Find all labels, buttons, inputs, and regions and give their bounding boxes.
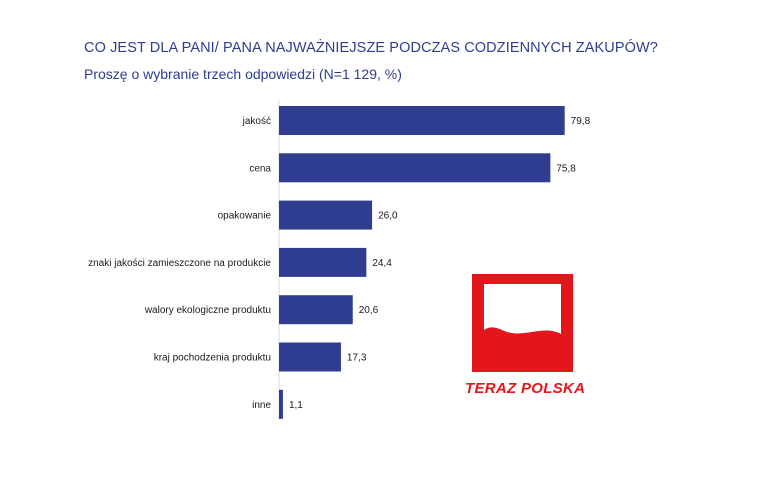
bar-2 [279, 200, 373, 230]
value-label-5: 17,3 [347, 353, 367, 364]
value-label-0: 79,8 [571, 116, 591, 127]
value-label-2: 26,0 [378, 211, 398, 222]
value-label-4: 20,6 [359, 305, 379, 316]
bar-0 [279, 106, 565, 135]
value-label-3: 24,4 [372, 258, 392, 269]
bar-4 [279, 295, 353, 325]
category-label-5: kraj pochodzenia produktu [154, 353, 271, 364]
category-label-3: znaki jakości zamieszczone na produkcie [88, 258, 271, 269]
teraz-polska-logo [472, 274, 573, 372]
value-label-6: 1,1 [289, 400, 303, 411]
category-label-4: walory ekologiczne produktu [144, 305, 271, 316]
bar-3 [279, 247, 367, 277]
chart-subtitle: Proszę o wybranie trzech odpowiedzi (N=1… [84, 66, 402, 82]
bar-1 [279, 153, 551, 183]
bar-6 [279, 389, 283, 419]
logo-flag-wave [484, 284, 561, 334]
chart-title: CO JEST DLA PANI/ PANA NAJWAŻNIEJSZE POD… [84, 40, 658, 56]
category-label-6: inne [252, 400, 271, 411]
value-label-1: 75,8 [556, 163, 576, 174]
category-label-0: jakość [242, 116, 271, 127]
category-label-1: cena [249, 163, 271, 174]
category-label-2: opakowanie [218, 211, 272, 222]
bar-5 [279, 342, 341, 372]
logo-text: TERAZ POLSKA [465, 380, 586, 397]
